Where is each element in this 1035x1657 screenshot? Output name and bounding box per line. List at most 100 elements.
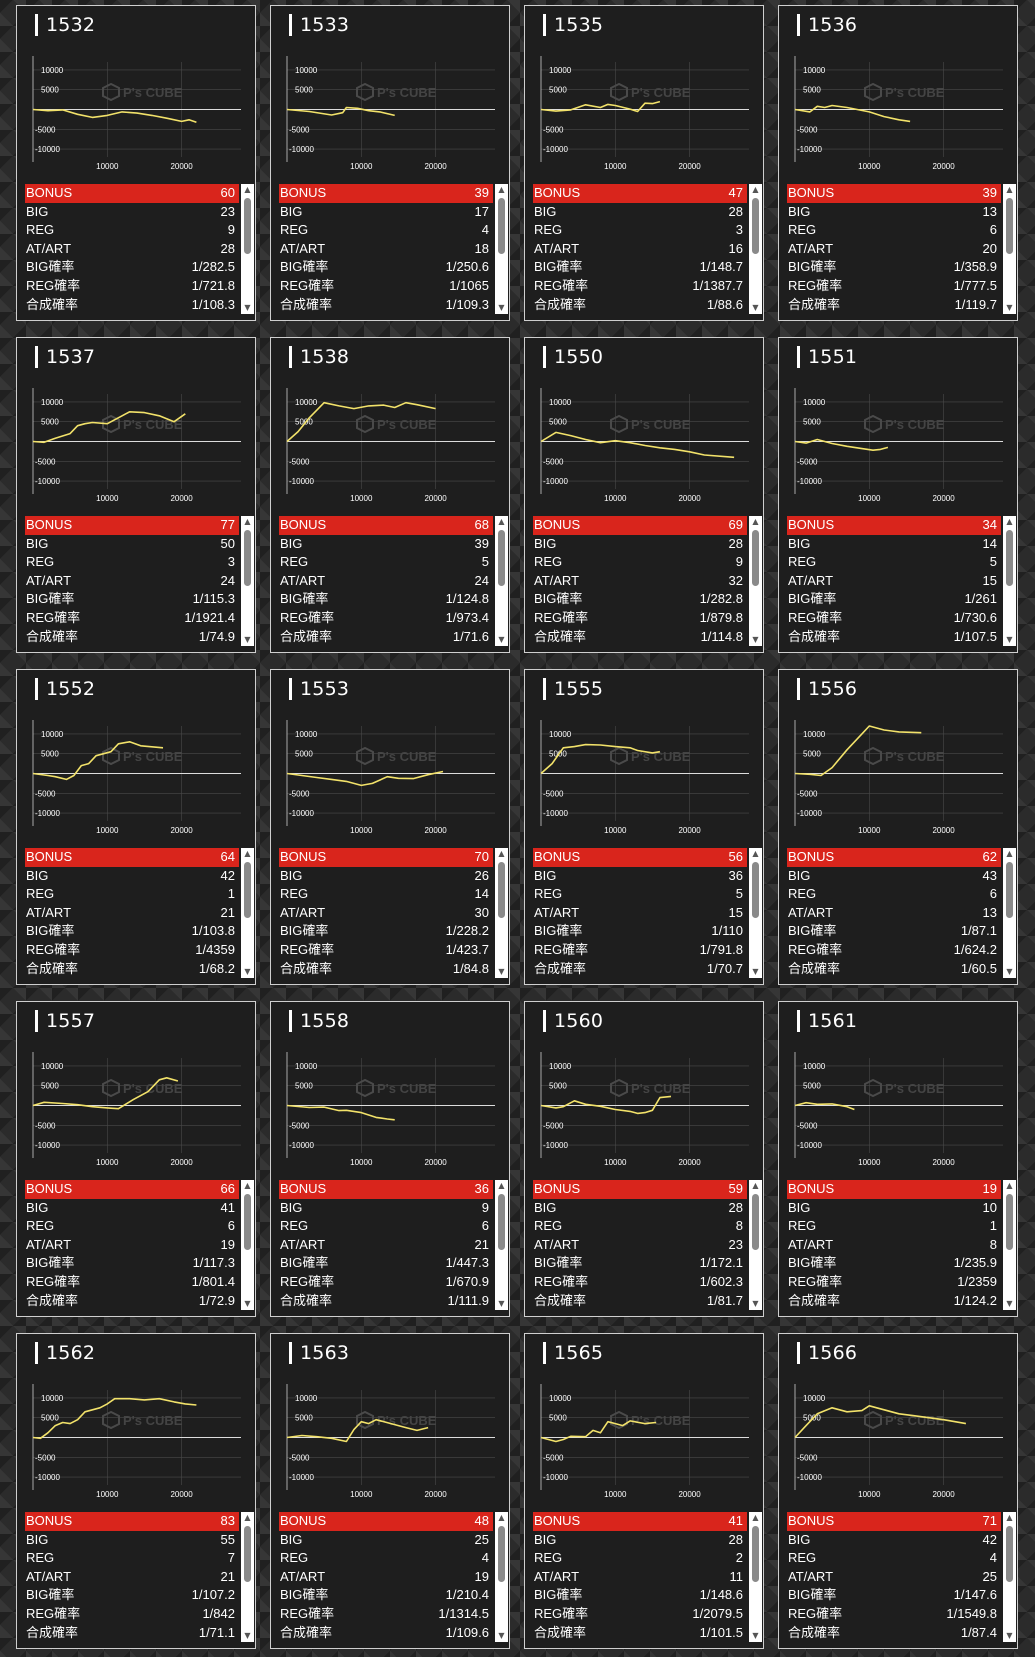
scroll-down-icon[interactable]: ▼ bbox=[498, 1631, 505, 1640]
scroll-up-icon[interactable]: ▲ bbox=[1006, 185, 1013, 194]
scroll-down-icon[interactable]: ▼ bbox=[244, 1299, 251, 1308]
machine-card[interactable]: 1532 P's CUBE 10000 5000 -5000 -10000 10000 20… bbox=[16, 5, 256, 321]
scroll-down-icon[interactable]: ▼ bbox=[752, 1299, 759, 1308]
stats-scrollbar[interactable]: ▲ ▼ bbox=[749, 1180, 762, 1310]
scroll-up-icon[interactable]: ▲ bbox=[1006, 1181, 1013, 1190]
stats-scrollbar[interactable]: ▲ ▼ bbox=[1003, 184, 1016, 314]
scroll-thumb[interactable] bbox=[752, 1194, 759, 1250]
scroll-up-icon[interactable]: ▲ bbox=[244, 517, 251, 526]
scroll-up-icon[interactable]: ▲ bbox=[498, 185, 505, 194]
machine-card[interactable]: 1536 P's CUBE 10000 5000 -5000 -10000 10000 20… bbox=[778, 5, 1018, 321]
machine-card[interactable]: 1557 P's CUBE 10000 5000 -5000 -10000 10000 20… bbox=[16, 1001, 256, 1317]
machine-card[interactable]: 1556 P's CUBE 10000 5000 -5000 -10000 10000 20… bbox=[778, 669, 1018, 985]
machine-card[interactable]: 1553 P's CUBE 10000 5000 -5000 -10000 10000 20… bbox=[270, 669, 510, 985]
machine-card[interactable]: 1560 P's CUBE 10000 5000 -5000 -10000 10000 20… bbox=[524, 1001, 764, 1317]
scroll-down-icon[interactable]: ▼ bbox=[1006, 967, 1013, 976]
scroll-thumb[interactable] bbox=[498, 198, 505, 254]
stats-scrollbar[interactable]: ▲ ▼ bbox=[1003, 848, 1016, 978]
stats-scrollbar[interactable]: ▲ ▼ bbox=[495, 516, 508, 646]
machine-card[interactable]: 1538 P's CUBE 10000 5000 -5000 -10000 10000 20… bbox=[270, 337, 510, 653]
machine-card[interactable]: 1563 P's CUBE 10000 5000 -5000 -10000 10000 20… bbox=[270, 1333, 510, 1649]
stats-scrollbar[interactable]: ▲ ▼ bbox=[495, 184, 508, 314]
machine-card[interactable]: 1550 P's CUBE 10000 5000 -5000 -10000 10000 20… bbox=[524, 337, 764, 653]
stats-scrollbar[interactable]: ▲ ▼ bbox=[241, 1180, 254, 1310]
scroll-thumb[interactable] bbox=[1006, 1526, 1013, 1582]
scroll-up-icon[interactable]: ▲ bbox=[244, 185, 251, 194]
scroll-up-icon[interactable]: ▲ bbox=[244, 1513, 251, 1522]
scroll-down-icon[interactable]: ▼ bbox=[244, 635, 251, 644]
scroll-down-icon[interactable]: ▼ bbox=[244, 303, 251, 312]
scroll-thumb[interactable] bbox=[498, 530, 505, 586]
stats-scrollbar[interactable]: ▲ ▼ bbox=[495, 1512, 508, 1642]
scroll-up-icon[interactable]: ▲ bbox=[498, 1513, 505, 1522]
scroll-thumb[interactable] bbox=[1006, 530, 1013, 586]
machine-card[interactable]: 1552 P's CUBE 10000 5000 -5000 -10000 10000 20… bbox=[16, 669, 256, 985]
stats-scrollbar[interactable]: ▲ ▼ bbox=[749, 516, 762, 646]
machine-card[interactable]: 1537 P's CUBE 10000 5000 -5000 -10000 10000 20… bbox=[16, 337, 256, 653]
scroll-thumb[interactable] bbox=[498, 1526, 505, 1582]
scroll-down-icon[interactable]: ▼ bbox=[1006, 635, 1013, 644]
scroll-down-icon[interactable]: ▼ bbox=[498, 635, 505, 644]
scroll-down-icon[interactable]: ▼ bbox=[752, 1631, 759, 1640]
stats-scrollbar[interactable]: ▲ ▼ bbox=[495, 1180, 508, 1310]
scroll-thumb[interactable] bbox=[1006, 1194, 1013, 1250]
stats-scrollbar[interactable]: ▲ ▼ bbox=[241, 184, 254, 314]
scroll-down-icon[interactable]: ▼ bbox=[244, 967, 251, 976]
machine-card[interactable]: 1551 P's CUBE 10000 5000 -5000 -10000 10000 20… bbox=[778, 337, 1018, 653]
stats-scrollbar[interactable]: ▲ ▼ bbox=[749, 184, 762, 314]
scroll-thumb[interactable] bbox=[1006, 862, 1013, 918]
scroll-up-icon[interactable]: ▲ bbox=[752, 1513, 759, 1522]
scroll-up-icon[interactable]: ▲ bbox=[498, 1181, 505, 1190]
scroll-thumb[interactable] bbox=[752, 530, 759, 586]
scroll-up-icon[interactable]: ▲ bbox=[1006, 1513, 1013, 1522]
scroll-up-icon[interactable]: ▲ bbox=[752, 185, 759, 194]
scroll-down-icon[interactable]: ▼ bbox=[752, 967, 759, 976]
scroll-thumb[interactable] bbox=[752, 1526, 759, 1582]
scroll-down-icon[interactable]: ▼ bbox=[752, 303, 759, 312]
scroll-thumb[interactable] bbox=[752, 198, 759, 254]
stats-scrollbar[interactable]: ▲ ▼ bbox=[241, 1512, 254, 1642]
machine-card[interactable]: 1558 P's CUBE 10000 5000 -5000 -10000 10000 20… bbox=[270, 1001, 510, 1317]
machine-card[interactable]: 1561 P's CUBE 10000 5000 -5000 -10000 10000 20… bbox=[778, 1001, 1018, 1317]
scroll-thumb[interactable] bbox=[244, 862, 251, 918]
machine-card[interactable]: 1535 P's CUBE 10000 5000 -5000 -10000 10000 20… bbox=[524, 5, 764, 321]
scroll-thumb[interactable] bbox=[244, 530, 251, 586]
scroll-up-icon[interactable]: ▲ bbox=[498, 517, 505, 526]
machine-card[interactable]: 1565 P's CUBE 10000 5000 -5000 -10000 10000 20… bbox=[524, 1333, 764, 1649]
stats-scrollbar[interactable]: ▲ ▼ bbox=[241, 848, 254, 978]
scroll-down-icon[interactable]: ▼ bbox=[498, 1299, 505, 1308]
scroll-up-icon[interactable]: ▲ bbox=[1006, 517, 1013, 526]
scroll-down-icon[interactable]: ▼ bbox=[1006, 303, 1013, 312]
scroll-up-icon[interactable]: ▲ bbox=[752, 1181, 759, 1190]
scroll-thumb[interactable] bbox=[244, 1526, 251, 1582]
scroll-thumb[interactable] bbox=[752, 862, 759, 918]
scroll-down-icon[interactable]: ▼ bbox=[1006, 1299, 1013, 1308]
stats-scrollbar[interactable]: ▲ ▼ bbox=[495, 848, 508, 978]
scroll-thumb[interactable] bbox=[498, 862, 505, 918]
scroll-up-icon[interactable]: ▲ bbox=[1006, 849, 1013, 858]
stats-scrollbar[interactable]: ▲ ▼ bbox=[749, 1512, 762, 1642]
scroll-thumb[interactable] bbox=[498, 1194, 505, 1250]
scroll-thumb[interactable] bbox=[1006, 198, 1013, 254]
stats-scrollbar[interactable]: ▲ ▼ bbox=[1003, 516, 1016, 646]
scroll-down-icon[interactable]: ▼ bbox=[1006, 1631, 1013, 1640]
scroll-down-icon[interactable]: ▼ bbox=[752, 635, 759, 644]
scroll-up-icon[interactable]: ▲ bbox=[498, 849, 505, 858]
machine-card[interactable]: 1562 P's CUBE 10000 5000 -5000 -10000 10000 20… bbox=[16, 1333, 256, 1649]
scroll-up-icon[interactable]: ▲ bbox=[752, 517, 759, 526]
stats-scrollbar[interactable]: ▲ ▼ bbox=[749, 848, 762, 978]
scroll-up-icon[interactable]: ▲ bbox=[244, 849, 251, 858]
scroll-up-icon[interactable]: ▲ bbox=[244, 1181, 251, 1190]
machine-card[interactable]: 1555 P's CUBE 10000 5000 -5000 -10000 10000 20… bbox=[524, 669, 764, 985]
scroll-down-icon[interactable]: ▼ bbox=[498, 303, 505, 312]
scroll-thumb[interactable] bbox=[244, 198, 251, 254]
scroll-down-icon[interactable]: ▼ bbox=[498, 967, 505, 976]
scroll-down-icon[interactable]: ▼ bbox=[244, 1631, 251, 1640]
stats-scrollbar[interactable]: ▲ ▼ bbox=[241, 516, 254, 646]
stats-scrollbar[interactable]: ▲ ▼ bbox=[1003, 1180, 1016, 1310]
machine-card[interactable]: 1533 P's CUBE 10000 5000 -5000 -10000 10000 20… bbox=[270, 5, 510, 321]
machine-card[interactable]: 1566 P's CUBE 10000 5000 -5000 -10000 10000 20… bbox=[778, 1333, 1018, 1649]
stats-scrollbar[interactable]: ▲ ▼ bbox=[1003, 1512, 1016, 1642]
scroll-thumb[interactable] bbox=[244, 1194, 251, 1250]
scroll-up-icon[interactable]: ▲ bbox=[752, 849, 759, 858]
